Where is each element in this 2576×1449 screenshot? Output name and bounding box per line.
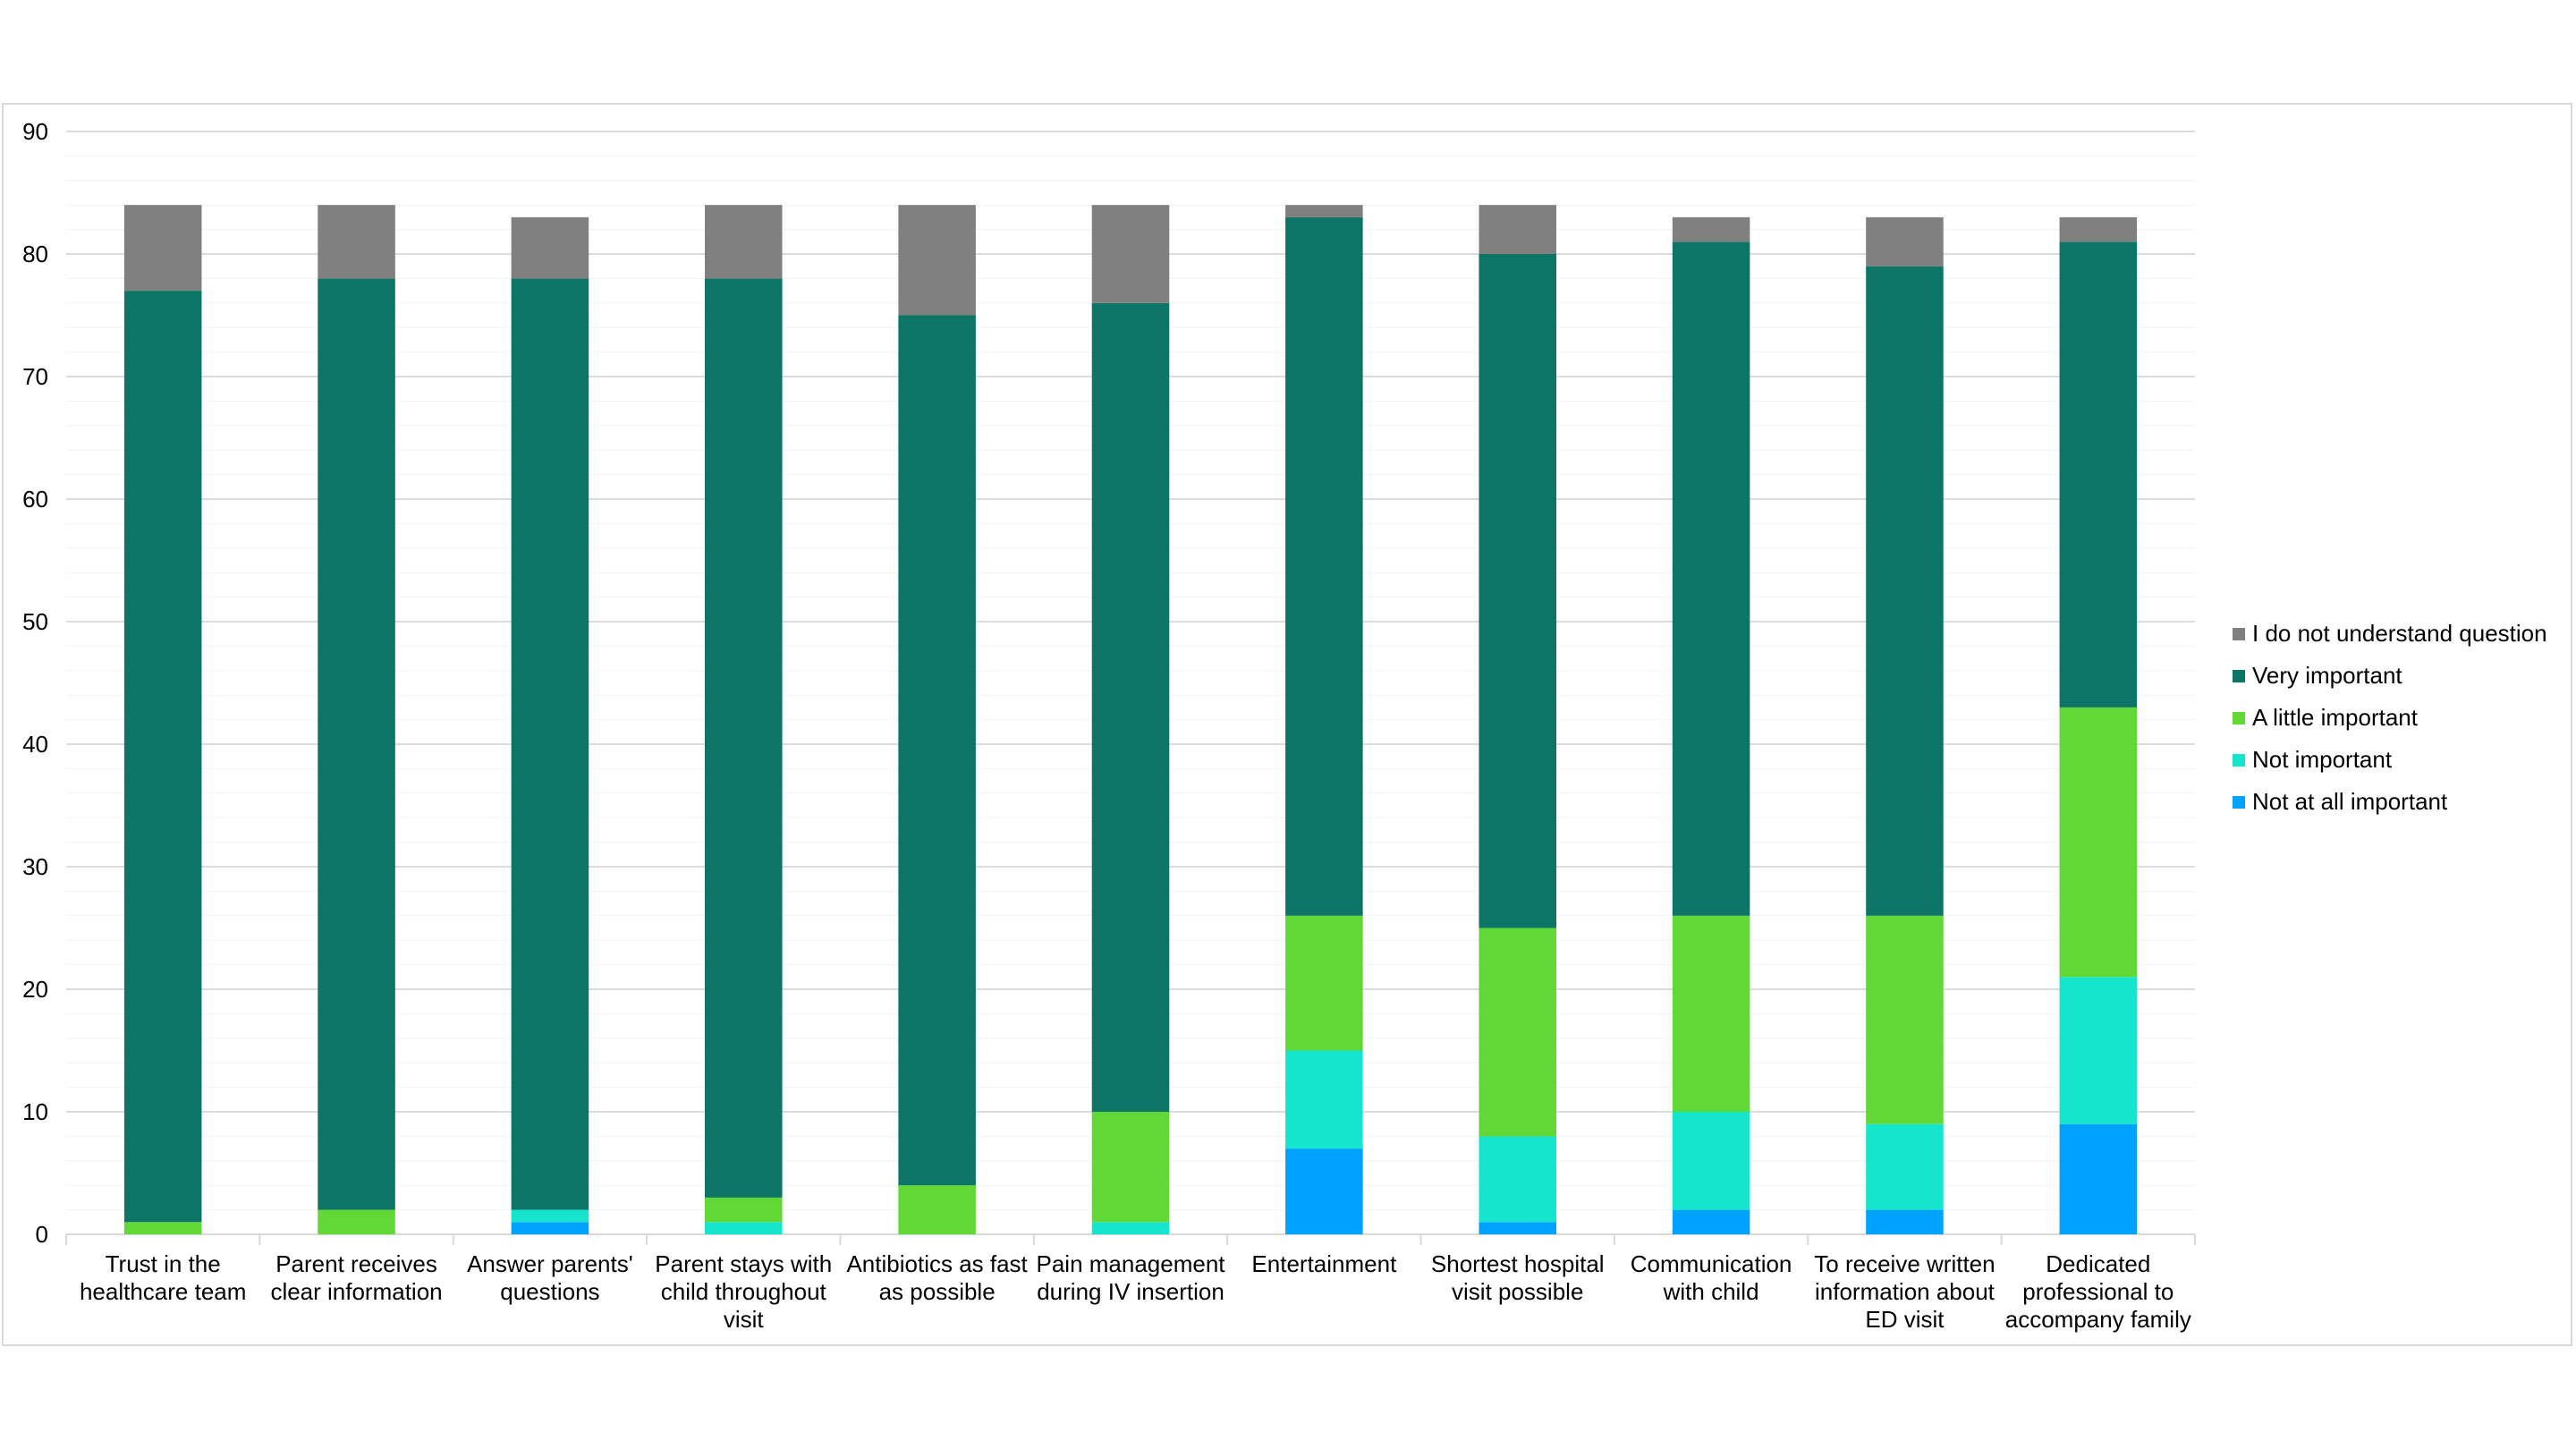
bar-segment [123,205,202,292]
x-tick-label: Dedicated professional to accompany family [2005,1250,2191,1333]
bar-segment [1672,1209,1750,1234]
x-tick-label: Shortest hospital visit possible [1431,1250,1605,1305]
legend-label: I do not understand question [2252,620,2547,647]
bar-segment [898,315,976,1186]
x-tick-label: Trust in the healthcare team [80,1250,246,1305]
legend-swatch [2233,628,2245,640]
legend: I do not understand question Very importa… [2233,620,2547,815]
bar-segment [1672,216,1750,242]
bar-segment [1091,205,1170,303]
bar-segment [1091,1222,1170,1234]
bar-segment [1091,302,1170,1112]
bar-segment [705,278,783,1198]
bar-segment [318,278,395,1210]
y-tick-label: 40 [22,731,48,758]
bar-segment [1285,216,1363,916]
x-tick-label: Parent receives clear information [270,1250,442,1305]
bar-segment [318,1209,395,1234]
legend-swatch [2233,712,2245,724]
bar-segment [123,1222,202,1234]
bar-segment [1285,1148,1363,1234]
legend-label: Very important [2252,662,2402,689]
bar-segment [511,1222,589,1234]
bar-segment [2059,1123,2138,1234]
bar-segment [1672,242,1750,916]
bar-segment [511,216,589,279]
legend-swatch [2233,754,2245,767]
bar-segment [705,205,783,279]
bar-segment [511,278,589,1210]
bar-segment [1672,1112,1750,1210]
axes: 0 10 20 30 40 50 60 70 80 90 Trust in the healthcar… [22,118,2196,1333]
bar-segment [1866,1209,1944,1234]
y-tick-label: 60 [22,486,48,513]
bar-segment [705,1222,783,1234]
legend-label: A little important [2252,704,2419,731]
bar-segment [1866,266,1944,916]
legend-swatch [2233,796,2245,809]
y-tick-label: 50 [22,608,48,635]
bars [123,205,2138,1234]
bar-segment [1479,205,1556,254]
x-tick-label: Communication with child [1631,1250,1792,1305]
x-tick-label: To receive written information about ED vi… [1814,1250,1995,1333]
bar-segment [1866,1123,1944,1210]
y-tick-label: 20 [22,976,48,1003]
bar-segment [1285,205,1363,217]
y-tick-label: 70 [22,363,48,390]
x-tick-label: Answer parents' questions [467,1250,633,1305]
legend-label: Not at all important [2252,788,2448,815]
bar-segment [2059,977,2138,1124]
legend-swatch [2233,670,2245,682]
bar-segment [123,291,202,1223]
bar-segment [705,1197,783,1223]
bar-segment [1866,915,1944,1124]
bar-segment [1285,915,1363,1051]
y-tick-label: 10 [22,1098,48,1125]
x-tick-label: Parent stays with child throughout visit [655,1250,832,1333]
bar-segment [898,1185,976,1234]
bar-segment [1479,1222,1556,1234]
bar-segment [2059,242,2138,708]
bar-segment [1479,928,1556,1137]
x-tick-label: Pain management during IV insertion [1036,1250,1225,1305]
y-tick-label: 90 [22,118,48,145]
bar-segment [898,205,976,316]
y-tick-label: 80 [22,241,48,267]
stacked-bar-chart: 0 10 20 30 40 50 60 70 80 90 Trust in the healthcar… [22,118,2547,1333]
bar-segment [1866,216,1944,267]
y-tick-label: 0 [36,1221,48,1248]
bar-segment [2059,707,2138,978]
bar-segment [2059,216,2138,242]
bar-segment [1672,915,1750,1112]
bar-segment [511,1209,589,1223]
bar-segment [1285,1050,1363,1149]
y-tick-label: 30 [22,853,48,880]
chart-frame: 0 10 20 30 40 50 60 70 80 90 Trust in the healthcar… [2,103,2572,1346]
bar-segment [318,205,395,279]
x-tick-label: Antibiotics as fast as possible [846,1250,1028,1305]
legend-label: Not important [2252,746,2393,773]
bar-segment [1479,254,1556,928]
x-tick-label: Entertainment [1251,1250,1397,1277]
bar-segment [1091,1112,1170,1223]
bar-segment [1479,1136,1556,1223]
